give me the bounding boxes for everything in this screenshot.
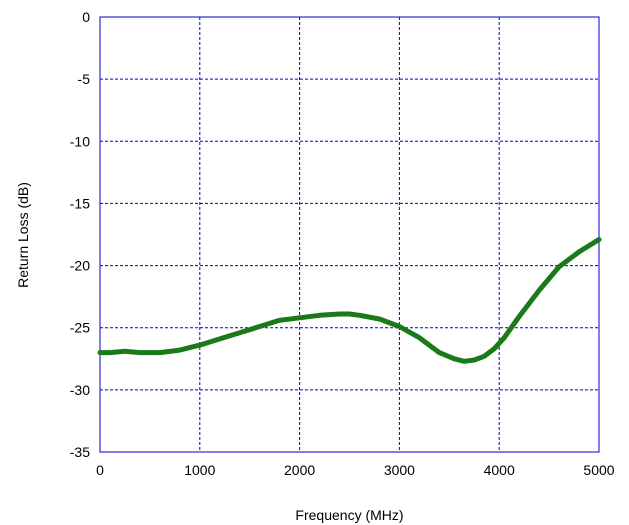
series-group bbox=[97, 237, 602, 364]
x-tick-label: 5000 bbox=[583, 462, 614, 478]
y-tick-label: -30 bbox=[70, 382, 90, 398]
tick-labels: 0 1000 2000 3000 4000 5000 0 -5 -10 -15 -20 -25 -30 -… bbox=[70, 9, 615, 478]
y-tick-label: 0 bbox=[82, 9, 90, 25]
y-tick-label: -25 bbox=[70, 320, 90, 336]
x-tick-label: 4000 bbox=[484, 462, 515, 478]
plot-frame bbox=[99, 16, 600, 453]
grid-lines bbox=[100, 17, 599, 452]
x-tick-label: 1000 bbox=[184, 462, 215, 478]
y-axis-label: Return Loss (dB) bbox=[15, 182, 31, 288]
x-tick-label: 3000 bbox=[384, 462, 415, 478]
y-tick-label: -15 bbox=[70, 195, 90, 211]
x-tick-label: 0 bbox=[96, 462, 104, 478]
y-tick-label: -35 bbox=[70, 444, 90, 460]
y-tick-label: -10 bbox=[70, 133, 90, 149]
return-loss-line bbox=[97, 237, 602, 364]
y-tick-label: -5 bbox=[78, 71, 91, 87]
x-tick-label: 2000 bbox=[284, 462, 315, 478]
y-tick-label: -20 bbox=[70, 258, 90, 274]
x-axis-label: Frequency (MHz) bbox=[295, 507, 403, 523]
